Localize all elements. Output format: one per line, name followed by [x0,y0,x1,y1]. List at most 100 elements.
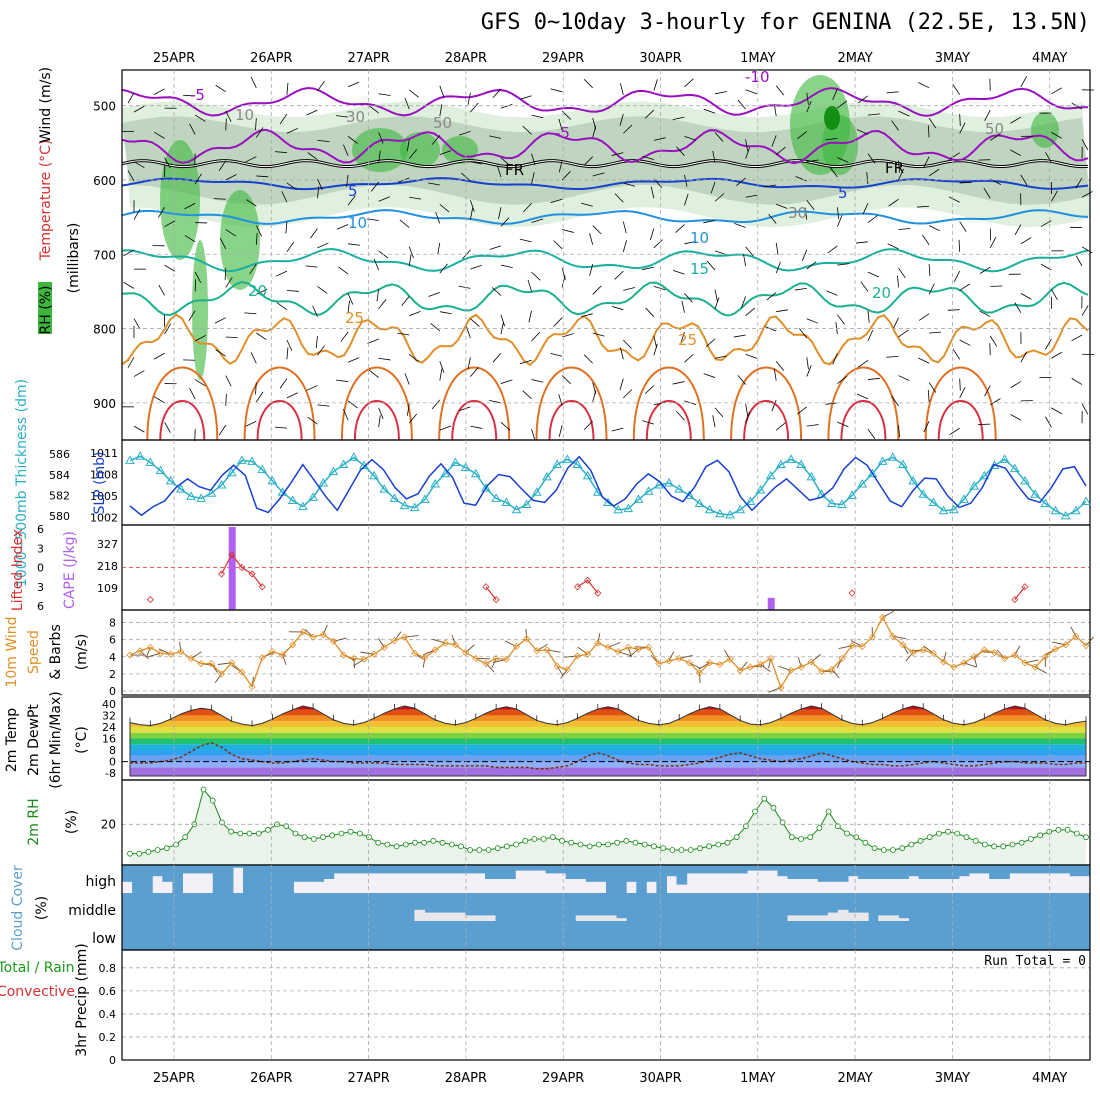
thickness-point [196,493,207,502]
cloud-high-bar [918,865,930,879]
rh-point [706,843,713,850]
wind-barb [623,182,635,187]
rh-point [503,843,510,850]
wind-barb [347,400,358,409]
pressure-tick-label: 800 [93,323,116,337]
wind-barb [184,235,196,243]
wind-barb [857,359,869,368]
temp-contour-35 [353,400,400,441]
thickness-point [938,505,949,515]
wind-barb [255,127,264,138]
thickness-point [328,466,339,476]
wind-barb [470,264,482,270]
rh-point [991,843,997,850]
wind-barb [917,205,930,208]
wind-speed-point [278,651,287,659]
rh-point [1083,834,1089,841]
wind-barb [184,202,196,210]
wind-barb [959,378,961,391]
wind-speed-point [919,646,927,654]
temp-band [130,744,1086,751]
thickness-point [206,488,217,497]
cloud-high-bar [606,865,617,893]
thickness-point [887,452,898,461]
wind-barb [491,287,502,296]
wind-barb [773,104,777,117]
wind-barb [550,352,563,357]
wind-speed-point [126,651,134,659]
thickness-point [247,456,257,465]
thickness-point [430,479,440,488]
wind-barb [439,150,452,156]
wind-barb [373,258,380,271]
wind-barb [153,352,165,360]
wind-barb [467,92,471,105]
cloud-high-bar [414,865,425,874]
cloud-high-bar [1039,865,1051,874]
wind-barb [1051,407,1063,415]
wind-speed-point [553,662,561,670]
wind-barb [583,354,593,364]
rh-point [439,839,446,846]
wind-barb [771,135,777,147]
wind-speed-point [604,643,612,651]
wind-barb [891,395,899,407]
lifted-index-line [221,553,1026,600]
rh-point [853,834,860,841]
wind-barb [860,281,869,292]
wind-barb [225,393,227,406]
wind-barb [458,406,471,412]
cloud-high-bar [283,865,294,893]
wind-speed-point [1011,651,1019,659]
wind-barb [378,415,381,428]
wind-barb [949,427,960,436]
wind-barb [799,328,808,339]
thickness-axis-label: 1000~500mb Thickness (dm) [14,379,30,587]
cloud-middle-gap [858,912,869,921]
wind-barb [581,313,593,318]
wind-barb [745,194,758,198]
wind-barb [886,91,899,94]
wind-barb [561,268,566,280]
rh-point [430,837,437,844]
wind-barb [827,245,838,254]
thickness-point [186,491,196,500]
rh-point [816,825,823,831]
wind-barb [653,343,658,356]
wind-barb [531,114,544,119]
rh-axis-label: 2m RH [26,798,42,845]
contour-label: FR [505,161,524,179]
temp-band [130,750,1086,756]
wind-barb [562,229,574,233]
rh-point [513,841,519,848]
wind-barb [250,76,257,88]
wind-barb-10m [353,658,356,669]
thickness-point [948,504,959,514]
wind-barb [614,193,624,203]
thickness-point [1030,489,1041,498]
wind-speed-point [584,650,592,658]
wind-barb [404,97,410,110]
wind-barb [127,170,135,182]
wind-barb [806,261,817,270]
cloud-middle-gap [848,912,859,921]
wind-speed-point [350,654,358,663]
wind-barb [745,411,751,424]
date-label-bottom: 25APR [153,1071,195,1086]
cloud-high-bar [384,865,395,874]
rh-point [209,797,216,804]
wind-barb [775,422,786,431]
rh-units-label: (%) [64,810,80,834]
cloud-middle-gap [878,915,889,921]
cloud-middle-gap [817,915,829,921]
wind-barb [312,305,318,317]
wind-barb [766,292,777,301]
wind-barb [867,428,876,440]
wind-barb [806,424,819,427]
wind-speed-point [756,660,765,669]
wind-barb [406,403,410,416]
wind-speed-point [502,655,510,663]
cloud-high-bar [515,865,526,871]
cloud-high-bar [152,865,163,877]
wind-barb [431,399,441,410]
